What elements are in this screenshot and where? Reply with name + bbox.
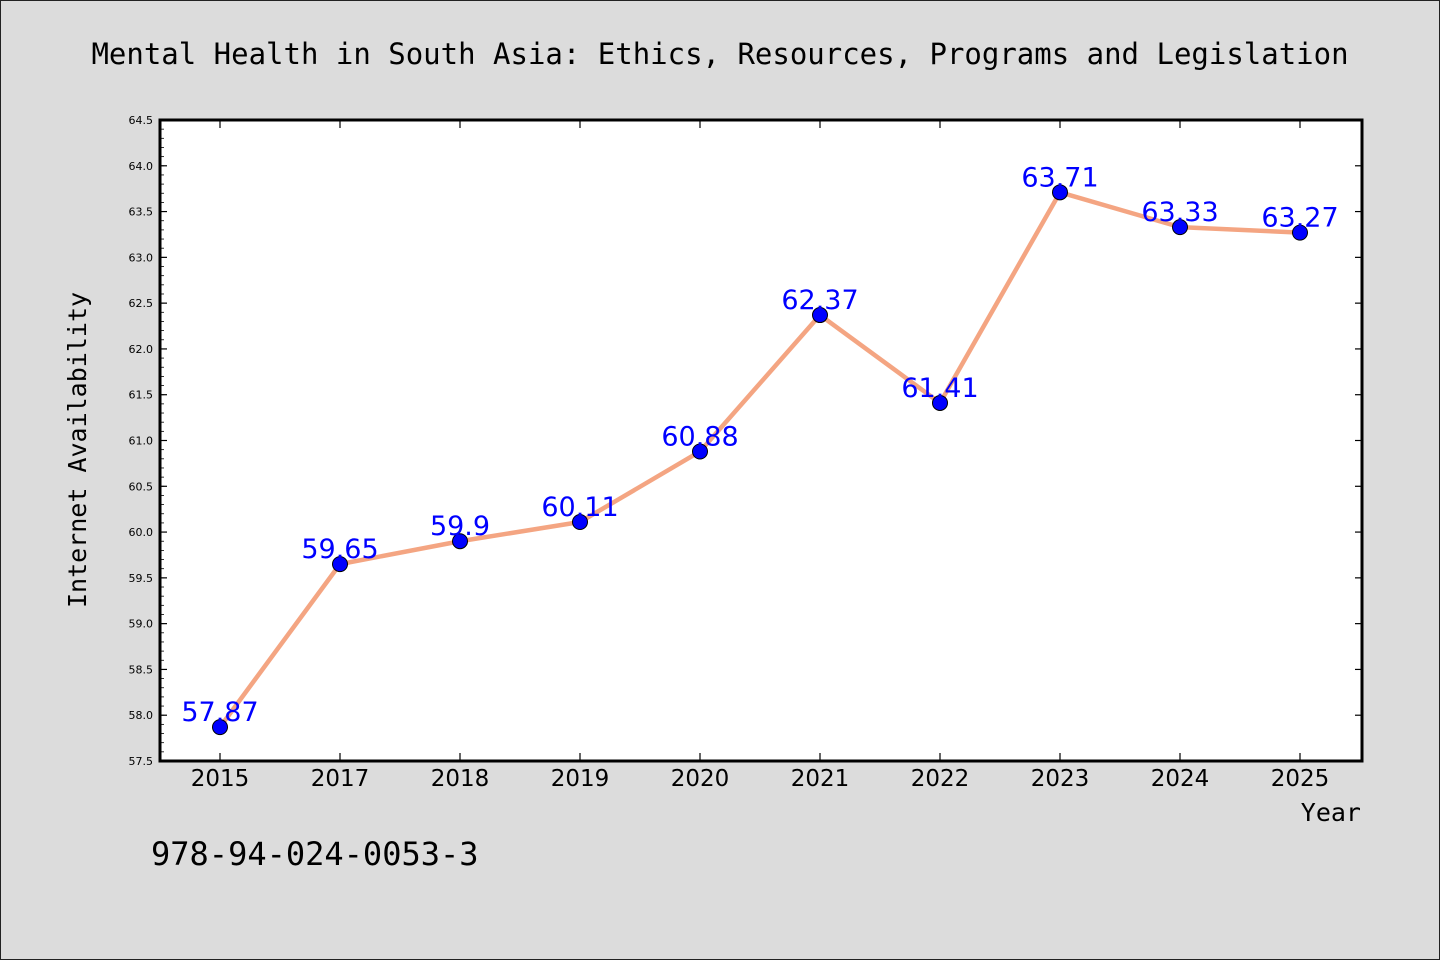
x-tick-label: 2020 — [671, 766, 730, 792]
x-tick-label: 2019 — [551, 766, 610, 792]
y-tick-label: 62.5 — [129, 297, 154, 310]
data-label: 61.41 — [901, 373, 978, 404]
data-points — [212, 184, 1308, 736]
data-point — [332, 556, 348, 573]
x-tick-label: 2017 — [311, 766, 370, 792]
x-tick-label: 2021 — [791, 766, 850, 792]
data-point — [1052, 184, 1068, 201]
data-label: 63.33 — [1141, 197, 1218, 228]
x-tick-label: 2022 — [911, 766, 970, 792]
data-label: 62.37 — [781, 285, 858, 316]
y-tick-label: 63.0 — [129, 251, 154, 264]
plot-border — [158, 118, 1364, 763]
data-point — [572, 513, 588, 530]
data-labels: 57.87 59.65 59.9 60.11 60.88 62.37 61.41 63.71 6… — [181, 162, 1338, 728]
y-tick-label: 59.5 — [129, 572, 154, 585]
x-axis-label: Year — [1301, 798, 1361, 827]
plot-area — [160, 120, 1362, 761]
y-tick-label: 58.5 — [129, 663, 154, 676]
data-point — [1172, 219, 1188, 236]
x-tick-label: 2025 — [1271, 766, 1330, 792]
y-tick-label: 64.5 — [129, 114, 154, 127]
x-tick-label: 2018 — [431, 766, 490, 792]
data-point — [692, 443, 708, 460]
data-point — [452, 533, 468, 550]
x-tick-label: 2024 — [1151, 766, 1210, 792]
data-label: 63.71 — [1021, 162, 1098, 193]
y-tick-label: 61.5 — [129, 389, 154, 402]
x-tick-label: 2023 — [1031, 766, 1090, 792]
y-tick-label: 59.0 — [129, 618, 154, 631]
data-point — [812, 307, 828, 324]
y-tick-label: 57.5 — [129, 755, 154, 768]
y-tick-label: 63.5 — [129, 206, 154, 219]
data-point — [1292, 224, 1308, 241]
data-point — [212, 719, 228, 736]
data-label: 59.9 — [430, 511, 490, 542]
data-point — [932, 394, 948, 411]
y-tick-label: 60.5 — [129, 480, 154, 493]
data-label: 63.27 — [1261, 203, 1338, 234]
y-tick-label: 62.0 — [129, 343, 154, 356]
y-tick-label: 58.0 — [129, 709, 154, 722]
x-tick-label: 2015 — [191, 766, 250, 792]
y-tick-label: 60.0 — [129, 526, 154, 539]
y-axis: 57.5 58.0 58.5 59.0 59.5 60.0 60.5 61.0 61.5 62.0… — [129, 114, 1362, 768]
data-label: 59.65 — [301, 534, 378, 565]
isbn-text: 978-94-024-0053-3 — [151, 835, 479, 873]
data-label: 57.87 — [181, 697, 258, 728]
x-axis: 2015 2017 2018 2019 2020 2021 2022 2023 2024 2025 — [191, 120, 1330, 792]
data-label: 60.88 — [661, 421, 738, 452]
y-tick-label: 64.0 — [129, 160, 154, 173]
y-axis-label: Internet Availability — [63, 292, 92, 608]
y-tick-label: 61.0 — [129, 435, 154, 448]
series-line — [217, 190, 1303, 730]
data-label: 60.11 — [541, 492, 618, 523]
chart-title: Mental Health in South Asia: Ethics, Res… — [91, 37, 1348, 71]
